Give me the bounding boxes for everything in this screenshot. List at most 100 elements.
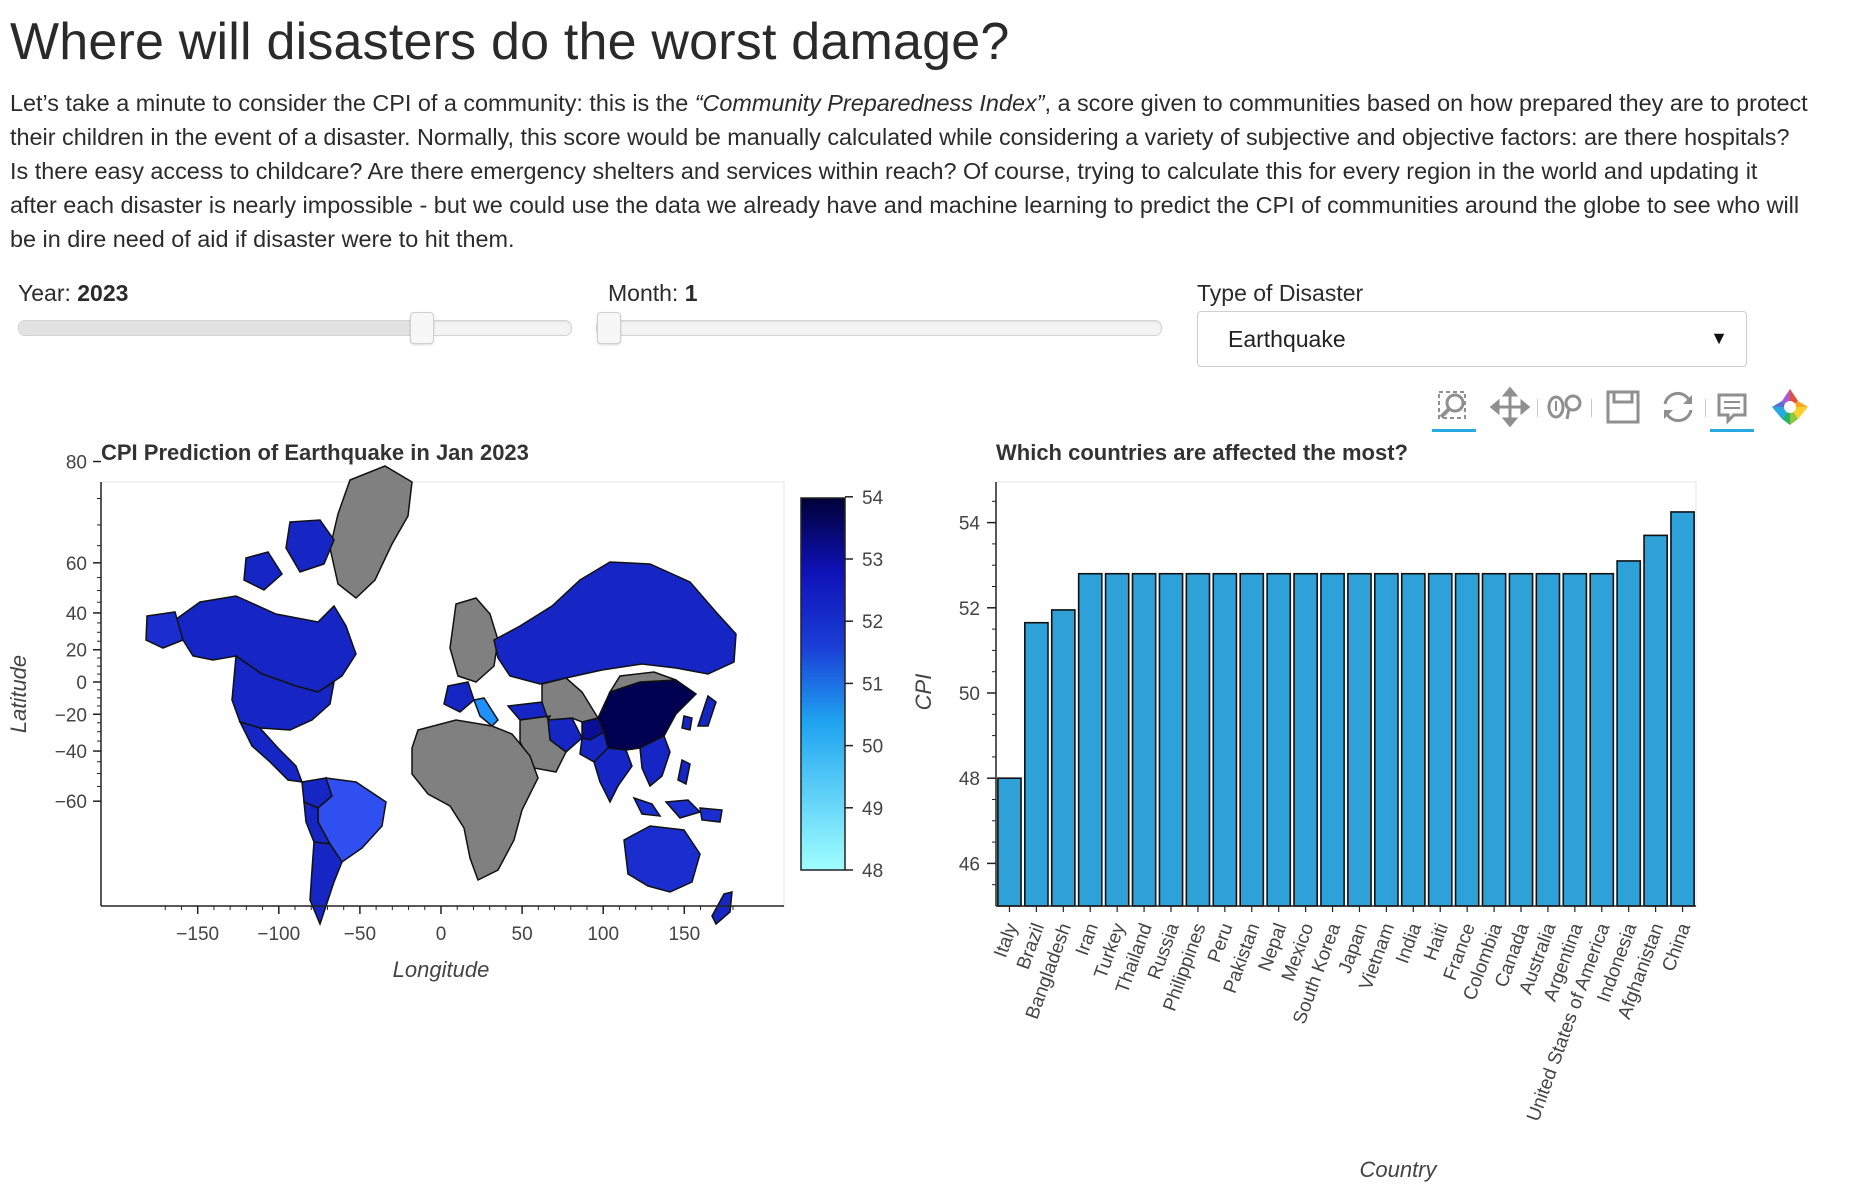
map-y-axis: 80 60 40 20 0 −20 −40 −60 <box>55 453 102 906</box>
map-x-tick-label: 0 <box>436 924 447 945</box>
map-region-france <box>443 681 475 713</box>
bar-india[interactable] <box>1400 572 1426 907</box>
month-slider[interactable] <box>596 312 1162 344</box>
hover-icon[interactable] <box>1710 385 1754 432</box>
map-region-russia <box>493 561 737 685</box>
month-slider-label: Month: 1 <box>608 280 698 307</box>
bar-indonesia[interactable] <box>1616 560 1642 907</box>
bar-vietnam[interactable] <box>1374 572 1399 907</box>
page-title: Where will disasters do the worst damage… <box>10 13 1010 71</box>
colorbar-tick-label: 49 <box>862 799 883 820</box>
bar-y-tick-label: 48 <box>959 769 980 790</box>
map-colorbar: 54 53 52 51 50 49 48 <box>800 488 884 882</box>
map-x-tick-label: −150 <box>176 924 219 945</box>
save-icon[interactable] <box>1601 385 1645 429</box>
map-chart[interactable]: CPI Prediction of Earthquake in Jan 2023 <box>0 430 960 1050</box>
year-slider-handle[interactable] <box>410 312 434 344</box>
bar-philippines[interactable] <box>1185 572 1211 907</box>
map-y-tick-label: 40 <box>66 604 87 625</box>
bar-united-states-of-america[interactable] <box>1589 572 1615 907</box>
intro-paragraph: Let’s take a minute to consider the CPI … <box>10 86 1810 256</box>
map-y-tick-label: 20 <box>66 641 87 662</box>
colorbar-tick-label: 53 <box>862 550 883 571</box>
map-y-axis-label: Latitude <box>6 655 31 733</box>
bar-bangladesh[interactable] <box>1050 609 1076 907</box>
bar-iran[interactable] <box>1077 572 1103 907</box>
bar-x-axis: ItalyBrazilBangladeshIranTurkeyThailandR… <box>991 905 1696 1124</box>
bar-italy[interactable] <box>997 777 1022 907</box>
map-region-africa <box>411 719 539 882</box>
map-x-tick-label: −50 <box>344 924 376 945</box>
colorbar-tick-label: 50 <box>862 737 883 758</box>
disaster-select-label: Type of Disaster <box>1197 280 1364 306</box>
colorbar-gradient <box>800 497 846 871</box>
wheel-zoom-icon[interactable] <box>1543 385 1587 429</box>
colorbar-ticks: 54 53 52 51 50 49 48 <box>845 488 884 882</box>
map-x-tick-label: 100 <box>587 924 619 945</box>
year-slider-fill <box>19 321 423 335</box>
bar-afghanistan[interactable] <box>1643 534 1668 907</box>
disaster-select-value: Earthquake <box>1228 326 1346 352</box>
chevron-down-icon: ▼ <box>1710 328 1728 348</box>
intro-text-end: , a score given to communities based on … <box>10 90 1808 252</box>
bar-y-tick-label: 54 <box>959 514 981 535</box>
map-x-tick-label: 150 <box>668 924 700 945</box>
bar-turkey[interactable] <box>1104 572 1130 907</box>
map-region-vietnam-thailand <box>639 734 671 788</box>
bar-y-tick-label: 52 <box>959 599 980 620</box>
map-y-tick-label: −40 <box>55 742 87 763</box>
map-x-tick-label: 50 <box>512 924 533 945</box>
month-value: 1 <box>684 280 698 306</box>
bar-title: Which countries are affected the most? <box>996 440 1408 465</box>
bar-thailand[interactable] <box>1131 572 1157 907</box>
bar-japan[interactable] <box>1347 572 1372 907</box>
map-y-tick-label: −20 <box>55 705 87 726</box>
bar-south-korea[interactable] <box>1320 572 1345 907</box>
colorbar-tick-label: 48 <box>862 861 883 882</box>
map-region-canada <box>174 595 357 693</box>
year-slider[interactable] <box>18 312 572 344</box>
bar-mexico[interactable] <box>1293 572 1318 907</box>
bar-brazil[interactable] <box>1024 621 1049 907</box>
map-region-alaska <box>145 611 184 649</box>
month-slider-handle[interactable] <box>597 312 621 344</box>
map-region-usa <box>231 654 336 731</box>
map-y-tick-label: 60 <box>66 554 87 575</box>
bar-france[interactable] <box>1454 572 1480 907</box>
bar-argentina[interactable] <box>1562 572 1588 907</box>
pan-icon[interactable] <box>1488 385 1532 429</box>
bar-pakistan[interactable] <box>1239 572 1265 907</box>
intro-emphasis: “Community Preparedness Index” <box>694 90 1045 116</box>
map-region-italy <box>472 697 499 728</box>
bar-y-axis: 46 48 50 52 54 <box>959 482 997 906</box>
disaster-select[interactable]: Earthquake ▼ <box>1197 311 1747 367</box>
year-value: 2023 <box>77 280 129 306</box>
toolbar-divider <box>1705 399 1706 417</box>
map-region-mongolia-nodata <box>608 671 677 694</box>
bar-y-tick-label: 46 <box>959 854 980 875</box>
map-region-south-korea <box>681 715 693 731</box>
bar-colombia[interactable] <box>1481 572 1507 907</box>
map-region-new-zealand <box>711 891 733 926</box>
bar-nepal[interactable] <box>1266 572 1292 907</box>
map-y-tick-label: 80 <box>66 453 87 474</box>
map-y-tick-label: 0 <box>76 673 87 694</box>
plot-toolbar <box>1425 385 1825 435</box>
bar-x-axis-label: Country <box>1359 1157 1438 1182</box>
intro-text-start: Let’s take a minute to consider the CPI … <box>10 90 695 116</box>
box-zoom-icon[interactable] <box>1432 385 1476 432</box>
map-region-philippines <box>677 758 691 786</box>
bar-haiti[interactable] <box>1427 572 1453 907</box>
reset-icon[interactable] <box>1656 385 1700 429</box>
colorbar-tick-label: 54 <box>862 488 884 509</box>
bar-china[interactable] <box>1670 511 1695 907</box>
colorbar-tick-label: 52 <box>862 612 883 633</box>
bar-peru[interactable] <box>1212 572 1238 907</box>
bokeh-logo-icon[interactable] <box>1768 385 1812 429</box>
map-region-japan <box>696 694 717 727</box>
bar-russia[interactable] <box>1158 572 1184 907</box>
bar-canada[interactable] <box>1508 572 1534 907</box>
bar-chart[interactable]: Which countries are affected the most? 4… <box>900 430 1800 1190</box>
map-x-axis-label: Longitude <box>393 957 490 982</box>
bar-australia[interactable] <box>1535 572 1561 907</box>
